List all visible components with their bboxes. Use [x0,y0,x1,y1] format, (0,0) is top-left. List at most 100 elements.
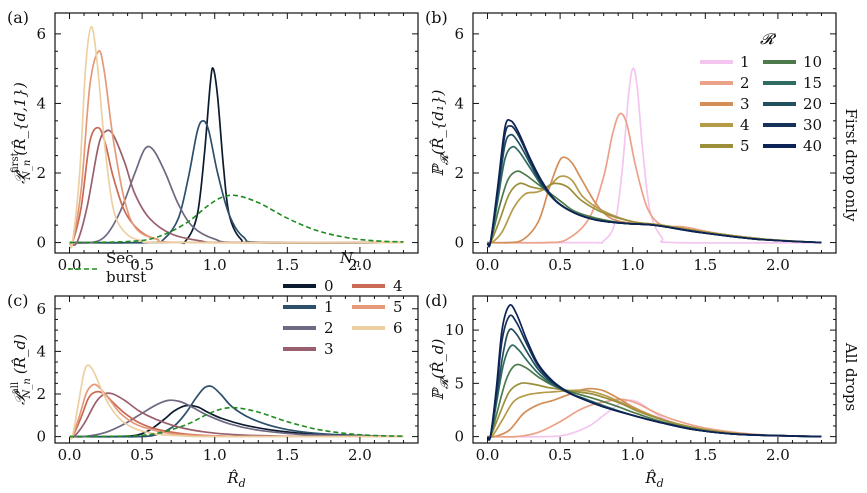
y-axis-label-main: ℙ [429,386,447,400]
y-axis-label-sub: N_n [22,378,33,399]
series-line-40 [486,119,822,248]
x-axis-label-sub: d [239,477,246,490]
nn-legend: Sec. burst Nn 0 1 2 3 4 5 6 [68,249,403,358]
series-line-5 [68,383,404,440]
series-line-20 [486,328,822,441]
y-tick-label: 0 [454,428,464,446]
series-line-sec-burst [69,194,404,244]
series-group [486,304,822,441]
nn-legend-label: 2 [324,319,334,337]
y-tick-label: 2 [36,385,46,403]
series-line-sec-burst [69,406,404,438]
x-axis-label: R̂d [226,469,245,490]
nn-legend-label: 0 [324,277,334,295]
nn-legend-title: Nn [339,249,360,270]
series-line-2 [487,398,822,438]
x-tick-label: 1.0 [203,256,227,274]
series-line-1 [487,67,822,244]
series-line-4 [487,175,822,245]
r-legend-label: 3 [740,95,750,113]
panel-label: (c) [7,291,28,310]
series-line-20 [486,133,822,248]
series-line-5 [486,382,822,440]
y-tick-label: 0 [36,234,46,252]
panel-label: (b) [425,8,448,27]
panel-3: 0.0 0.5 1.0 1.5 2.0 0 5 10 (d) ℙ𝓡(R̂_d) R̂d [425,291,837,490]
r-legend-label: 5 [740,137,750,155]
axes-frame [472,295,837,444]
y-axis-label: 𝒫allN_n(R̂_d) [10,334,33,405]
r-legend-label: 20 [803,95,822,113]
x-tick-label: 1.0 [203,446,227,464]
series-line-15 [486,344,822,440]
series-line-4 [487,389,822,439]
nn-legend-label: 4 [393,277,403,295]
x-tick-label: 0.5 [548,446,572,464]
r-legend: 𝓡 1 2 3 4 5 10 15 20 30 40 [700,30,822,155]
series-line-15 [486,145,822,247]
y-tick-label: 0 [454,234,464,252]
y-axis-label: ℙ𝓡(R̂_d) [429,339,451,401]
x-tick-label: 0.0 [476,446,500,464]
sec-burst-legend-label-2: burst [106,268,146,286]
series-line-40 [486,304,822,441]
x-tick-label: 0.0 [58,446,82,464]
y-axis-label-sup: all [10,382,21,394]
x-tick-label: 0.0 [476,256,500,274]
panel-label: (a) [7,8,29,27]
x-tick-label: 2.0 [348,446,372,464]
y-axis-label-arg: (R̂_{d₁}) [429,89,447,154]
panel-0: 0.0 0.5 1.0 1.5 2.00246(a)𝒫firstN_n(R̂_{d,1}… [7,8,419,274]
r-legend-label: 2 [740,74,750,92]
y-axis-label-arg: (R̂_{d,1}) [11,82,29,156]
series-line-0 [69,404,404,438]
r-legend-label: 4 [740,116,750,134]
axes-frame [54,12,419,254]
x-tick-label: 0.5 [130,446,154,464]
nn-legend-label: 6 [393,319,403,337]
x-tick-label: 0.0 [58,256,82,274]
series-line-0 [69,67,404,245]
y-axis-label-sub: 𝓡 [438,153,451,165]
y-tick-label: 2 [36,164,46,182]
y-tick-label: 2 [454,164,464,182]
series-line-30 [486,125,822,248]
y-axis-label-arg: (R̂_d) [11,334,29,374]
r-legend-title: 𝓡 [760,30,777,48]
panel-label: (d) [425,291,448,310]
series-line-2 [69,145,404,244]
axes-frame [472,12,837,254]
series-line-3 [487,156,822,244]
side-label-bottom: All drops [842,342,860,411]
x-tick-label: 0.5 [548,256,572,274]
series-line-10 [486,363,822,440]
x-axis-label: R̂d [644,469,663,490]
axes-frame [54,295,419,444]
x-tick-label: 2.0 [766,446,790,464]
x-tick-label: 1.0 [621,256,645,274]
y-tick-label: 4 [454,94,464,112]
y-tick-label: 6 [36,25,46,43]
x-tick-label: 2.0 [348,256,372,274]
r-legend-label: 10 [803,53,822,71]
x-axis-label-main: R̂ [644,469,656,487]
x-tick-label: 2.0 [766,256,790,274]
series-group [68,364,404,440]
x-tick-label: 1.5 [275,256,299,274]
r-legend-label: 1 [740,53,750,71]
y-axis-label: ℙ𝓡(R̂_{d₁}) [429,89,451,176]
y-tick-label: 0 [36,428,46,446]
y-axis-label-sub: 𝓡 [438,377,451,389]
nn-legend-label: 1 [324,298,334,316]
y-axis-label-sup: first [10,152,21,173]
x-axis-label-main: R̂ [226,469,238,487]
nn-legend-label: 3 [324,340,334,358]
x-tick-label: 1.5 [693,446,717,464]
x-tick-label: 0.5 [130,256,154,274]
r-legend-label: 15 [803,74,822,92]
y-tick-label: 6 [36,300,46,318]
y-tick-label: 4 [36,342,46,360]
